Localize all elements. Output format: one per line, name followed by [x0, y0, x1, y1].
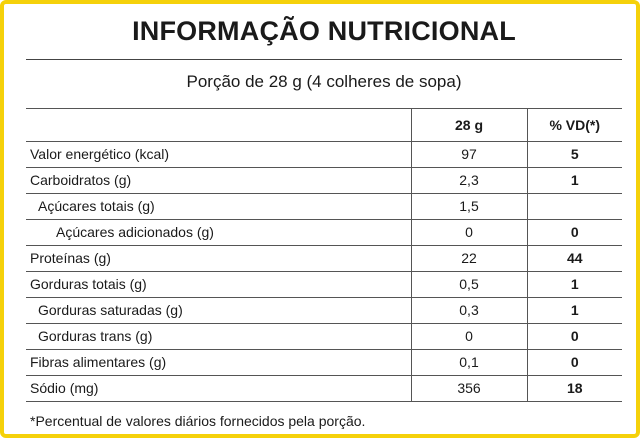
nutrient-name: Proteínas (g): [26, 245, 412, 272]
nutrient-name: Açúcares adicionados (g): [26, 219, 412, 246]
header-amount: 28 g: [411, 108, 528, 142]
nutrient-vd: 0: [527, 219, 622, 246]
table-row: Gorduras saturadas (g) 0,3 1: [26, 297, 622, 324]
nutrient-amount: 22: [411, 245, 528, 272]
nutrient-vd: 1: [527, 167, 622, 194]
table-row: Gorduras totais (g) 0,5 1: [26, 271, 622, 298]
nutrient-name: Carboidratos (g): [26, 167, 412, 194]
nutrient-vd: 0: [527, 323, 622, 350]
nutrient-name: Açúcares totais (g): [26, 193, 412, 220]
nutrient-name: Gorduras totais (g): [26, 271, 412, 298]
nutrient-vd: 44: [527, 245, 622, 272]
nutrient-amount: 1,5: [411, 193, 528, 220]
table-row: Gorduras trans (g) 0 0: [26, 323, 622, 350]
nutrition-table: 28 g % VD(*) Valor energético (kcal) 97 …: [26, 108, 622, 402]
nutrient-name: Gorduras saturadas (g): [26, 297, 412, 324]
nutrient-amount: 0,3: [411, 297, 528, 324]
footnote: *Percentual de valores diários fornecido…: [30, 413, 366, 429]
nutrient-vd: [527, 193, 622, 220]
nutrient-amount: 356: [411, 375, 528, 402]
header-vd: % VD(*): [527, 108, 622, 142]
table-row: Açúcares adicionados (g) 0 0: [26, 219, 622, 246]
nutrient-name: Fibras alimentares (g): [26, 349, 412, 376]
title-divider: [26, 59, 622, 60]
table-row: Açúcares totais (g) 1,5: [26, 193, 622, 220]
nutrient-amount: 2,3: [411, 167, 528, 194]
nutrient-vd: 1: [527, 271, 622, 298]
nutrient-amount: 0,1: [411, 349, 528, 376]
table-row: Carboidratos (g) 2,3 1: [26, 167, 622, 194]
table-header-row: 28 g % VD(*): [26, 108, 622, 142]
nutrient-name: Sódio (mg): [26, 375, 412, 402]
header-nutrient: [26, 108, 412, 142]
table-row: Fibras alimentares (g) 0,1 0: [26, 349, 622, 376]
nutrient-amount: 0: [411, 219, 528, 246]
nutrient-vd: 18: [527, 375, 622, 402]
nutrient-name: Gorduras trans (g): [26, 323, 412, 350]
nutrient-amount: 97: [411, 141, 528, 168]
table-row: Proteínas (g) 22 44: [26, 245, 622, 272]
nutrient-vd: 0: [527, 349, 622, 376]
nutrient-vd: 5: [527, 141, 622, 168]
label-title: INFORMAÇÃO NUTRICIONAL: [132, 16, 516, 46]
table-row: Sódio (mg) 356 18: [26, 375, 622, 402]
nutrient-amount: 0,5: [411, 271, 528, 298]
portion-size: Porção de 28 g (4 colheres de sopa): [186, 72, 462, 91]
nutrient-amount: 0: [411, 323, 528, 350]
nutrient-name: Valor energético (kcal): [26, 141, 412, 168]
nutrient-vd: 1: [527, 297, 622, 324]
table-row: Valor energético (kcal) 97 5: [26, 141, 622, 168]
